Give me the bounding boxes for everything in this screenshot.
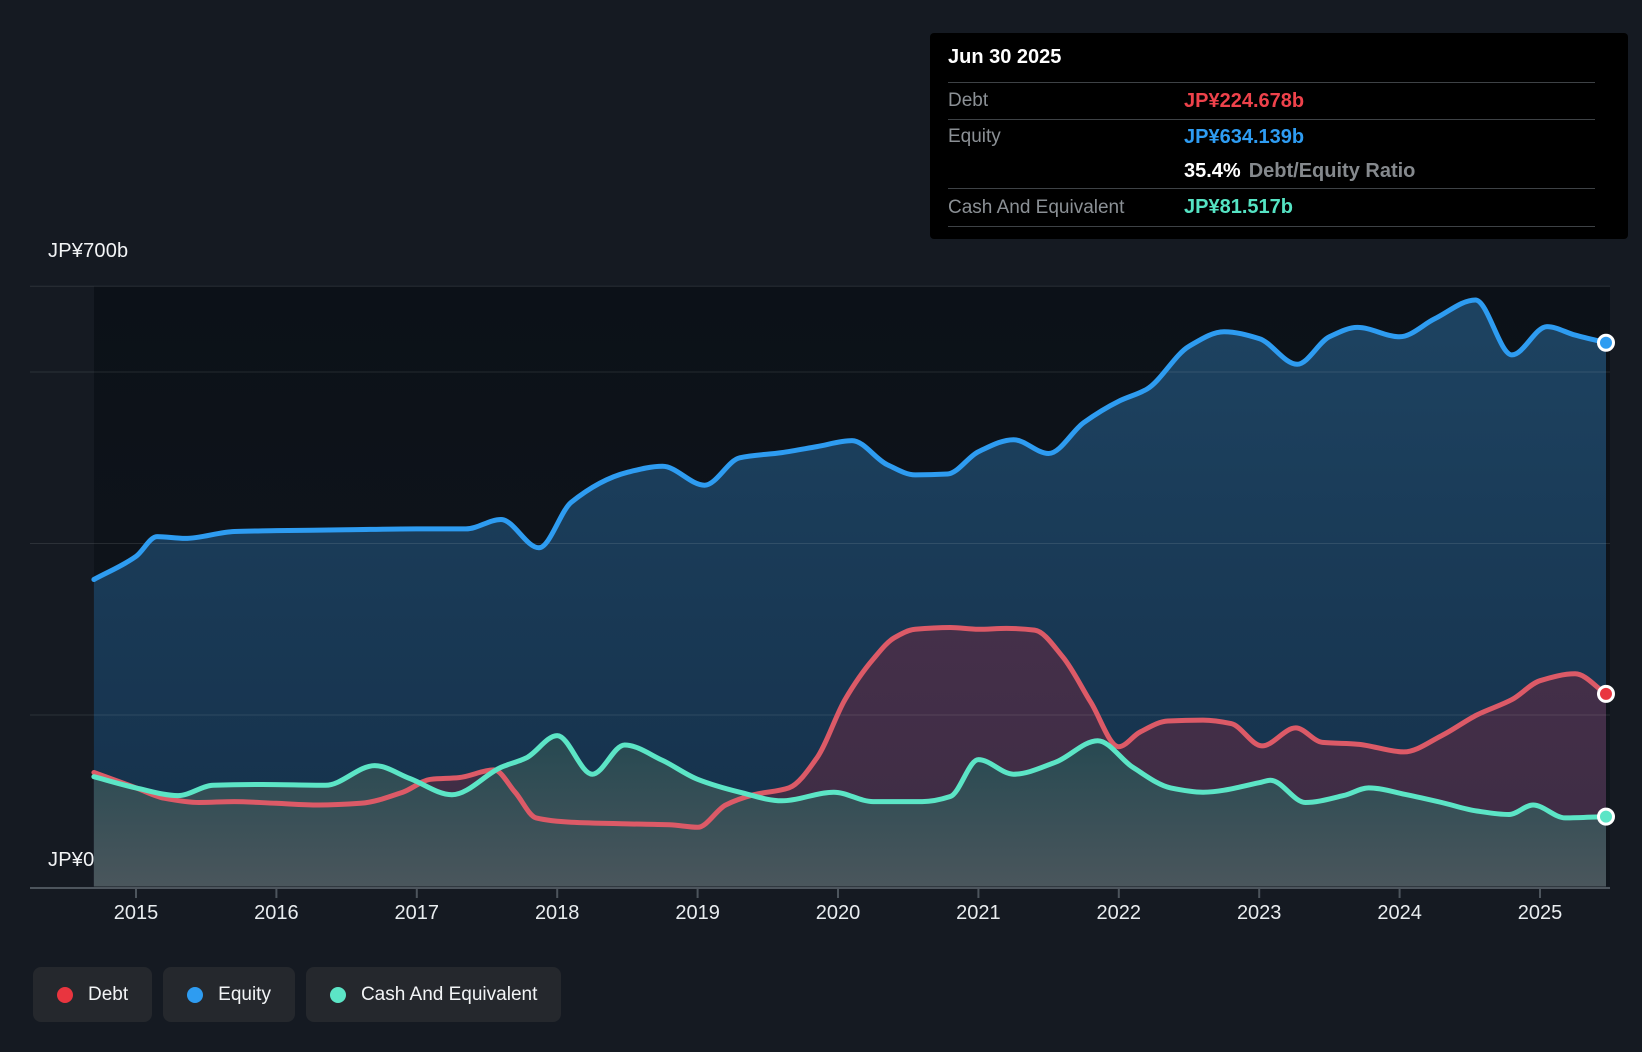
tooltip-debt-value: JP¥224.678b: [1184, 89, 1305, 112]
cash-dot-icon: [329, 986, 346, 1003]
x-axis-label: 2022: [1097, 902, 1142, 924]
x-axis-label: 2015: [114, 902, 159, 924]
x-axis-label: 2024: [1377, 902, 1422, 924]
legend-equity-label: Equity: [218, 983, 271, 1005]
x-axis-label: 2016: [254, 902, 299, 924]
tooltip-equity-value: JP¥634.139b: [1184, 125, 1305, 148]
equity-endpoint-dot[interactable]: [1596, 333, 1615, 352]
x-axis-label: 2017: [395, 902, 440, 924]
equity-dot-icon: [187, 986, 204, 1003]
x-axis-label: 2021: [956, 902, 1001, 924]
x-axis-label: 2018: [535, 902, 580, 924]
tooltip-row-cash: Cash And Equivalent JP¥81.517b: [948, 188, 1595, 226]
x-axis-label: 2025: [1518, 902, 1563, 924]
x-axis-label: 2023: [1237, 902, 1282, 924]
x-axis-label: 2019: [675, 902, 720, 924]
tooltip-cash-label: Cash And Equivalent: [948, 196, 1125, 218]
equity-line: [91, 297, 1609, 582]
cash-area: [93, 735, 1606, 887]
cash-and-equivalent-endpoint-dot[interactable]: [1596, 807, 1615, 826]
tooltip-card: Jun 30 2025 Debt JP¥224.678b Equity JP¥6…: [930, 33, 1628, 239]
y-axis-label-max: JP¥700b: [48, 240, 129, 262]
legend-item-cash[interactable]: Cash And Equivalent: [305, 967, 562, 1022]
tooltip-debt-label: Debt: [948, 90, 989, 111]
debt-endpoint-dot[interactable]: [1596, 684, 1615, 703]
y-axis-label-zero: JP¥0: [48, 849, 95, 871]
tooltip-equity-label: Equity: [948, 126, 1001, 147]
legend-debt-label: Debt: [88, 983, 129, 1005]
legend-item-debt[interactable]: Debt: [33, 967, 153, 1022]
tooltip-date: Jun 30 2025: [948, 46, 1062, 68]
tooltip-row-debt: Debt JP¥224.678b: [948, 82, 1595, 119]
tooltip-ratio-value: 35.4%: [1184, 159, 1241, 182]
debt-line: [91, 625, 1609, 830]
tooltip-row-ratio: 35.4% Debt/Equity Ratio: [948, 154, 1595, 188]
cash-line: [91, 733, 1609, 821]
legend: Debt Equity Cash And Equivalent: [33, 967, 562, 1022]
x-axis-label: 2020: [816, 902, 861, 924]
debt-dot-icon: [57, 986, 73, 1003]
legend-item-equity[interactable]: Equity: [163, 967, 295, 1022]
tooltip-row-equity: Equity JP¥634.139b: [948, 119, 1595, 154]
legend-cash-label: Cash And Equivalent: [360, 983, 538, 1005]
tooltip-cash-value: JP¥81.517b: [1184, 196, 1293, 218]
tooltip-ratio-label: Debt/Equity Ratio: [1248, 159, 1416, 182]
